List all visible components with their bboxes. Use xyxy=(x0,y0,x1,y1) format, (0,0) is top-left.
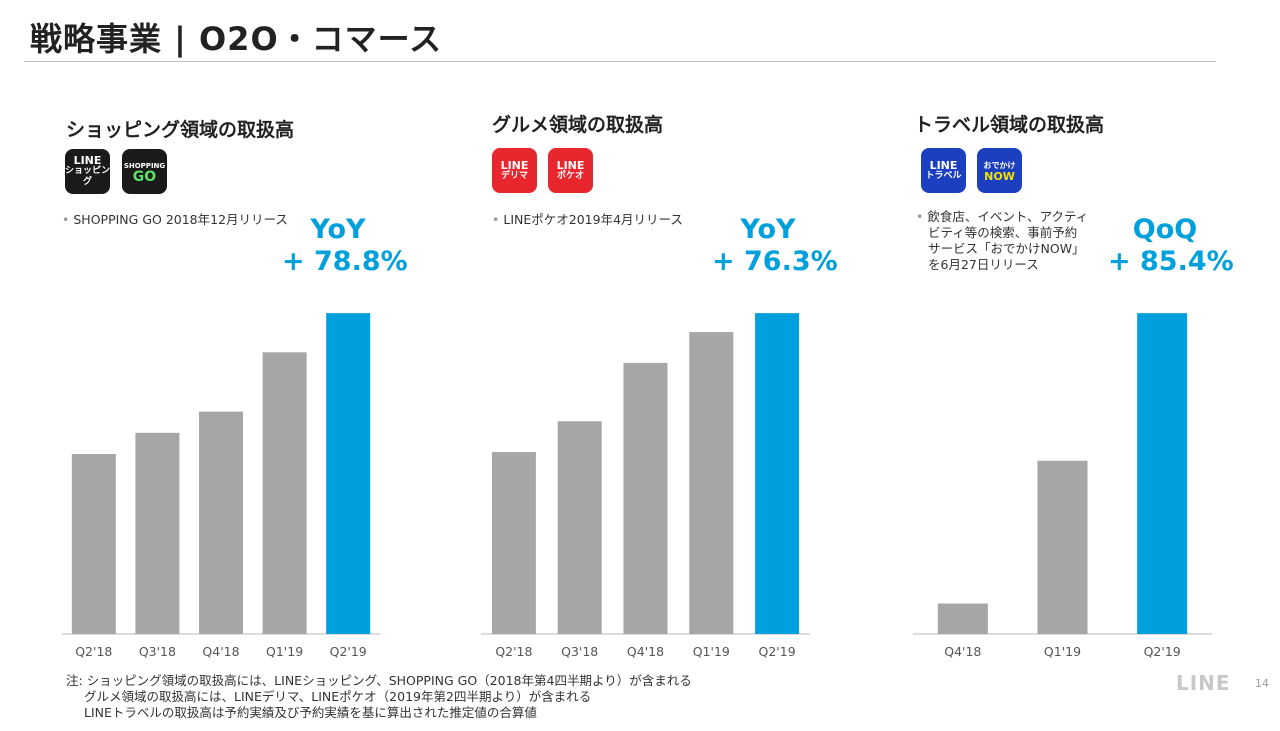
note-shopping: • SHOPPING GO 2018年12月リリース xyxy=(62,212,288,227)
note-travel: • 飲食店、イベント、アクティ ビティ等の検索、事前予約 サービス「おでかけNOW… xyxy=(916,209,1089,272)
footnote-line: 注: ショッピング領域の取扱高には、LINEショッピング、SHOPPING GO… xyxy=(66,673,692,688)
x-tick-label: Q2'19 xyxy=(330,644,367,659)
x-tick-label: Q3'18 xyxy=(139,644,176,659)
footnote-line: グルメ領域の取扱高には、LINEデリマ、LINEポケオ（2019年第2四半期より… xyxy=(84,689,592,704)
growth-travel: QoQ + 85.4% xyxy=(1108,214,1234,278)
growth-label: YoY xyxy=(740,214,796,245)
line-pokeo-logo: LINE ポケオ xyxy=(548,148,593,193)
odekake-now-logo: おでかけ NOW xyxy=(977,148,1022,193)
x-tick-label: Q4'18 xyxy=(627,644,664,659)
bar-Q418 xyxy=(199,411,243,634)
bar-Q219 xyxy=(326,313,371,634)
line-travel-logo: LINE トラベル xyxy=(921,148,966,193)
x-tick-label: Q1'19 xyxy=(266,644,303,659)
panel-title-gourmet: グルメ領域の取扱高 xyxy=(492,114,664,136)
footnote-line: LINEトラベルの取扱高は予約実績及び予約実績を基に算出された推定値の合算値 xyxy=(84,705,537,720)
title-divider xyxy=(24,61,1216,62)
growth-value: + 76.3% xyxy=(712,246,838,277)
x-tick-label: Q3'18 xyxy=(561,644,598,659)
bar-Q318 xyxy=(557,421,602,634)
bar-Q418 xyxy=(937,603,988,634)
x-tick-label: Q4'18 xyxy=(202,644,239,659)
x-tick-label: Q1'19 xyxy=(1044,644,1081,659)
x-tick-label: Q2'18 xyxy=(75,644,112,659)
growth-shopping: YoY + 78.8% xyxy=(282,214,408,278)
bar-Q318 xyxy=(135,432,180,634)
x-tick-label: Q2'19 xyxy=(1144,644,1181,659)
x-tick-label: Q4'18 xyxy=(944,644,981,659)
footnote: 注: ショッピング領域の取扱高には、LINEショッピング、SHOPPING GO… xyxy=(66,673,692,721)
growth-label: YoY xyxy=(310,214,366,245)
panel-title-travel: トラベル領域の取扱高 xyxy=(914,114,1105,136)
bar-Q218 xyxy=(491,452,536,634)
bar-Q218 xyxy=(71,453,116,634)
growth-label: QoQ xyxy=(1132,214,1198,245)
page-title: 戦略事業 | O2O・コマース xyxy=(30,20,443,58)
bar-Q119 xyxy=(262,352,307,634)
x-tick-label: Q2'18 xyxy=(495,644,532,659)
bar-Q119 xyxy=(1037,460,1088,634)
note-gourmet: • LINEポケオ2019年4月リリース xyxy=(492,212,683,227)
shopping-go-logo: SHOPPING GO xyxy=(122,149,167,194)
growth-gourmet: YoY + 76.3% xyxy=(712,214,838,278)
line-delima-logo: LINE デリマ xyxy=(492,148,537,193)
page-number: 14 xyxy=(1255,677,1269,690)
bar-Q219 xyxy=(1137,313,1188,634)
x-tick-label: Q1'19 xyxy=(693,644,730,659)
bar-Q418 xyxy=(623,362,668,634)
growth-value: + 85.4% xyxy=(1108,246,1234,277)
x-tick-label: Q2'19 xyxy=(759,644,796,659)
growth-value: + 78.8% xyxy=(282,246,408,277)
panel-title-shopping: ショッピング領域の取扱高 xyxy=(66,119,295,141)
line-brand-logo: LINE xyxy=(1176,671,1231,695)
bar-Q119 xyxy=(689,332,734,634)
line-shopping-logo: LINE ショッピング xyxy=(65,149,110,194)
bar-Q219 xyxy=(755,313,800,634)
